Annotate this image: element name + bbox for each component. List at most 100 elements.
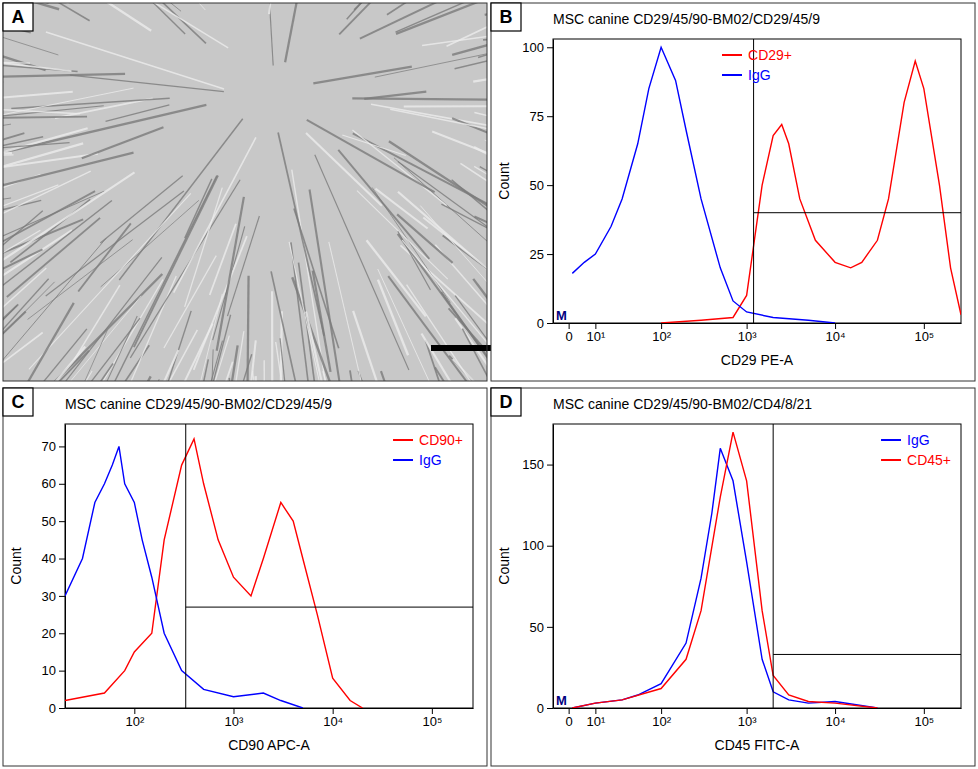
- micrograph-fiber: [3, 371, 92, 381]
- micrograph-fiber: [352, 130, 446, 205]
- histogram-line: [65, 439, 363, 708]
- micrograph-texture: [3, 3, 487, 381]
- x-tick: 10³: [225, 708, 244, 729]
- x-tick-mark: [924, 708, 925, 714]
- histogram-line: [661, 61, 961, 323]
- micrograph-fiber: [422, 14, 487, 46]
- marks: [572, 39, 961, 323]
- y-tick: 25: [530, 247, 553, 262]
- x-axis-title: CD45 FITC-A: [715, 737, 800, 753]
- micrograph-fiber: [473, 56, 487, 81]
- y-tick: 100: [522, 40, 553, 55]
- x-axis-line: [66, 708, 474, 709]
- y-tick-label: 25: [530, 247, 544, 262]
- micrograph-fiber: [453, 359, 487, 381]
- x-tick: 10⁵: [914, 708, 934, 729]
- x-tick-mark: [747, 323, 748, 329]
- micrograph-fiber: [220, 331, 244, 381]
- legend-swatch: [722, 54, 742, 56]
- x-tick: 10³: [738, 323, 757, 344]
- micrograph-fiber: [15, 330, 107, 381]
- y-tick-mark: [59, 708, 65, 709]
- x-tick-label: 10²: [125, 714, 144, 729]
- y-tick-label: 50: [530, 178, 544, 193]
- x-tick-label: 10²: [652, 714, 671, 729]
- micrograph-fiber: [3, 201, 112, 329]
- y-tick-label: 40: [42, 551, 56, 566]
- x-tick-label: 10⁴: [826, 329, 846, 344]
- x-tick-label: 10²: [652, 329, 671, 344]
- plot: 10²10³10⁴10⁵010203040506070CD90 APC-ACou…: [8, 424, 474, 753]
- x-tick-mark: [134, 708, 135, 714]
- micrograph-fiber: [74, 285, 120, 360]
- legend-swatch: [722, 74, 742, 76]
- legend-swatch: [881, 439, 901, 441]
- y-tick-label: 75: [530, 109, 544, 124]
- x-axis-title: CD90 APC-A: [228, 737, 310, 753]
- legend-item: IgG: [881, 432, 930, 448]
- x-tick-mark: [835, 323, 836, 329]
- micrograph-fiber: [247, 276, 248, 381]
- micrograph-fiber: [367, 240, 426, 316]
- x-tick-label: 10³: [738, 714, 757, 729]
- x-axis-title: CD29 PE-A: [721, 352, 794, 368]
- legend-item: CD90+: [393, 432, 463, 448]
- gate-horizontal: [773, 654, 961, 655]
- y-tick-mark: [547, 254, 553, 255]
- micrograph-fiber: [3, 88, 134, 132]
- micrograph-fiber: [48, 3, 205, 10]
- x-axis: 010¹10²10³10⁴10⁵: [554, 708, 962, 729]
- legend-label: IgG: [419, 452, 442, 468]
- micrograph-fiber: [3, 74, 125, 77]
- micrograph-fiber: [354, 3, 487, 10]
- legend-item: CD45+: [881, 452, 951, 468]
- micrograph-fiber: [119, 330, 198, 381]
- micrograph-fiber: [3, 30, 58, 55]
- y-tick: 20: [42, 626, 65, 641]
- micrograph-fiber: [3, 191, 104, 284]
- micrograph-fiber: [404, 105, 487, 108]
- y-axis-line: [65, 425, 66, 709]
- micrograph-fiber: [397, 214, 452, 262]
- y-tick: 50: [42, 514, 65, 529]
- y-tick-mark: [59, 596, 65, 597]
- micrograph-fiber: [46, 32, 224, 89]
- x-tick: 0: [566, 323, 573, 344]
- y-tick-mark: [547, 116, 553, 117]
- y-tick-mark: [547, 627, 553, 628]
- micrograph-fiber: [3, 107, 80, 113]
- micrograph-fiber: [400, 245, 487, 368]
- micrograph-fiber: [3, 3, 151, 31]
- micrograph-fiber: [432, 131, 487, 214]
- x-tick-label: 10⁵: [914, 329, 934, 344]
- gate-marker-label: M: [556, 308, 567, 323]
- micrograph-fiber: [194, 236, 247, 370]
- marks: [572, 424, 961, 708]
- x-tick: 10⁵: [422, 708, 442, 729]
- micrograph-fiber: [360, 3, 452, 39]
- micrograph-fiber: [239, 340, 256, 381]
- x-tick-label: 0: [566, 329, 573, 344]
- micrograph-fiber: [3, 59, 71, 71]
- x-tick: 10⁴: [826, 323, 846, 344]
- panel-letter: A: [12, 7, 25, 27]
- legend-label: CD29+: [748, 47, 792, 63]
- micrograph-fiber: [389, 141, 487, 273]
- x-tick-label: 10³: [738, 329, 757, 344]
- micrograph-fiber: [32, 376, 151, 381]
- x-tick: 10¹: [586, 708, 605, 729]
- x-tick: 10²: [652, 708, 671, 729]
- x-tick-mark: [835, 708, 836, 714]
- y-tick-mark: [59, 633, 65, 634]
- legend-label: CD45+: [907, 452, 951, 468]
- micrograph-fiber: [253, 371, 276, 381]
- x-tick-label: 10¹: [586, 714, 605, 729]
- gate-horizontal: [186, 607, 473, 608]
- y-tick-label: 60: [42, 476, 56, 491]
- micrograph-fiber: [256, 376, 258, 381]
- x-tick-mark: [661, 708, 662, 714]
- micrograph-fiber: [3, 249, 43, 341]
- y-tick-label: 50: [42, 514, 56, 529]
- panel-letter: D: [500, 392, 513, 412]
- micrograph-fiber: [181, 359, 208, 381]
